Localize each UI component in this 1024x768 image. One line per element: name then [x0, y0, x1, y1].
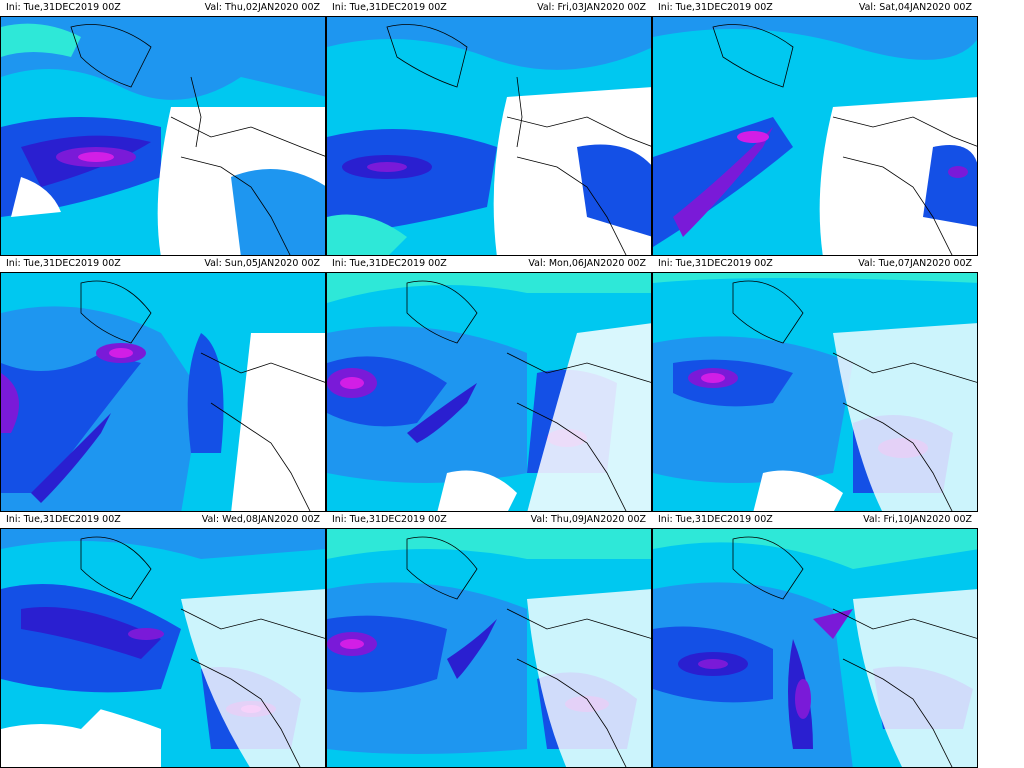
map-field — [327, 273, 651, 511]
forecast-map — [0, 272, 326, 512]
init-time-label: Ini: Tue,31DEC2019 00Z — [658, 258, 773, 269]
panel-header: Ini: Tue,31DEC2019 00Z Val: Tue,07JAN202… — [652, 256, 978, 272]
init-time-label: Ini: Tue,31DEC2019 00Z — [332, 258, 447, 269]
forecast-panel: Ini: Tue,31DEC2019 00Z Val: Thu,02JAN202… — [0, 0, 326, 256]
valid-time-label: Val: Tue,07JAN2020 00Z — [858, 258, 972, 269]
forecast-panel: Ini: Tue,31DEC2019 00Z Val: Fri,03JAN202… — [326, 0, 652, 256]
map-field — [1, 17, 325, 255]
forecast-map — [652, 16, 978, 256]
forecast-panel-grid: Ini: Tue,31DEC2019 00Z Val: Thu,02JAN202… — [0, 0, 978, 768]
valid-time-label: Val: Fri,03JAN2020 00Z — [537, 2, 646, 13]
forecast-map — [326, 16, 652, 256]
forecast-panel: Ini: Tue,31DEC2019 00Z Val: Wed,08JAN202… — [0, 512, 326, 768]
init-time-label: Ini: Tue,31DEC2019 00Z — [332, 514, 447, 525]
init-time-label: Ini: Tue,31DEC2019 00Z — [6, 2, 121, 13]
map-field — [1, 273, 325, 511]
valid-time-label: Val: Thu,09JAN2020 00Z — [530, 514, 646, 525]
forecast-panel: Ini: Tue,31DEC2019 00Z Val: Mon,06JAN202… — [326, 256, 652, 512]
forecast-panel: Ini: Tue,31DEC2019 00Z Val: Sat,04JAN202… — [652, 0, 978, 256]
valid-time-label: Val: Wed,08JAN2020 00Z — [201, 514, 320, 525]
init-time-label: Ini: Tue,31DEC2019 00Z — [6, 514, 121, 525]
panel-header: Ini: Tue,31DEC2019 00Z Val: Sat,04JAN202… — [652, 0, 978, 16]
forecast-panel: Ini: Tue,31DEC2019 00Z Val: Sun,05JAN202… — [0, 256, 326, 512]
init-time-label: Ini: Tue,31DEC2019 00Z — [658, 514, 773, 525]
map-field — [327, 529, 651, 767]
forecast-panel: Ini: Tue,31DEC2019 00Z Val: Fri,10JAN202… — [652, 512, 978, 768]
map-field — [653, 273, 977, 511]
valid-time-label: Val: Sat,04JAN2020 00Z — [858, 2, 972, 13]
forecast-panel: Ini: Tue,31DEC2019 00Z Val: Tue,07JAN202… — [652, 256, 978, 512]
valid-time-label: Val: Mon,06JAN2020 00Z — [528, 258, 646, 269]
panel-header: Ini: Tue,31DEC2019 00Z Val: Mon,06JAN202… — [326, 256, 652, 272]
panel-header: Ini: Tue,31DEC2019 00Z Val: Thu,02JAN202… — [0, 0, 326, 16]
panel-header: Ini: Tue,31DEC2019 00Z Val: Fri,03JAN202… — [326, 0, 652, 16]
forecast-map — [326, 528, 652, 768]
panel-header: Ini: Tue,31DEC2019 00Z Val: Sun,05JAN202… — [0, 256, 326, 272]
panel-header: Ini: Tue,31DEC2019 00Z Val: Thu,09JAN202… — [326, 512, 652, 528]
forecast-map — [0, 16, 326, 256]
forecast-panel: Ini: Tue,31DEC2019 00Z Val: Thu,09JAN202… — [326, 512, 652, 768]
valid-time-label: Val: Thu,02JAN2020 00Z — [204, 2, 320, 13]
forecast-map — [652, 528, 978, 768]
valid-time-label: Val: Sun,05JAN2020 00Z — [204, 258, 320, 269]
forecast-map — [326, 272, 652, 512]
map-field — [1, 529, 325, 767]
map-field — [653, 17, 977, 255]
panel-header: Ini: Tue,31DEC2019 00Z Val: Fri,10JAN202… — [652, 512, 978, 528]
init-time-label: Ini: Tue,31DEC2019 00Z — [6, 258, 121, 269]
init-time-label: Ini: Tue,31DEC2019 00Z — [332, 2, 447, 13]
map-field — [327, 17, 651, 255]
valid-time-label: Val: Fri,10JAN2020 00Z — [863, 514, 972, 525]
forecast-map — [0, 528, 326, 768]
panel-header: Ini: Tue,31DEC2019 00Z Val: Wed,08JAN202… — [0, 512, 326, 528]
init-time-label: Ini: Tue,31DEC2019 00Z — [658, 2, 773, 13]
forecast-map — [652, 272, 978, 512]
map-field — [653, 529, 977, 767]
